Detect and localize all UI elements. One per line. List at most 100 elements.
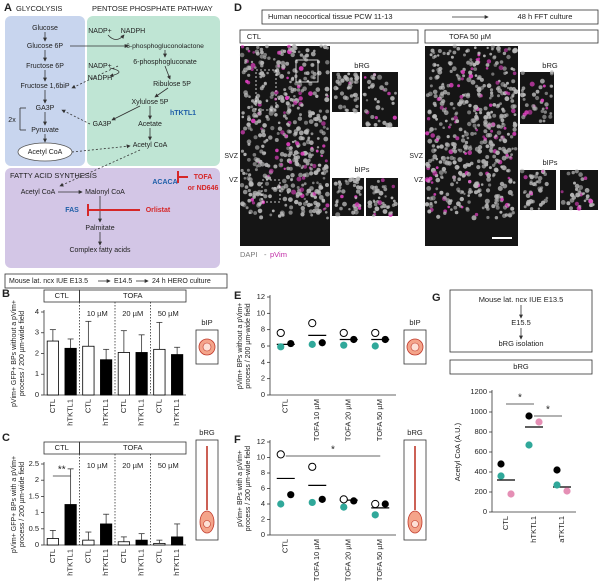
bar xyxy=(46,538,59,546)
cell-nucleus xyxy=(243,126,248,131)
cell-nucleus xyxy=(362,92,366,96)
cell-nucleus xyxy=(259,215,264,220)
cell-nucleus xyxy=(252,192,257,198)
y-tick-label: 8 xyxy=(261,325,265,334)
cell-nucleus xyxy=(433,94,438,99)
cell-nucleus xyxy=(496,103,501,108)
cell-nucleus xyxy=(252,162,257,167)
cell-nucleus xyxy=(458,170,463,176)
pathway-node: Orlistat xyxy=(146,207,171,214)
cell-nucleus xyxy=(347,72,351,76)
cell-nucleus xyxy=(373,200,376,204)
cell-nucleus xyxy=(390,196,394,200)
cell-nucleus xyxy=(286,188,292,193)
cell-nucleus xyxy=(447,205,451,209)
cell-nucleus xyxy=(490,44,495,49)
y-tick-label: 1 xyxy=(35,508,39,517)
cell-nucleus xyxy=(314,122,319,127)
cell-nucleus xyxy=(376,179,380,183)
cell-nucleus xyxy=(540,98,545,103)
cell-nucleus xyxy=(280,211,284,215)
cell-nucleus xyxy=(433,103,437,107)
cell-nucleus xyxy=(511,79,516,84)
cell-nucleus xyxy=(574,183,580,189)
cell-nucleus xyxy=(247,142,251,146)
cell-nucleus xyxy=(261,73,266,78)
cell-nucleus xyxy=(312,208,317,214)
cell-nucleus xyxy=(380,178,385,183)
cell-nucleus xyxy=(480,86,484,90)
cell-nucleus xyxy=(334,181,338,185)
cell-nucleus xyxy=(499,210,503,214)
cell-nucleus xyxy=(432,114,438,119)
cell-nucleus xyxy=(468,103,472,108)
cell-nucleus xyxy=(538,119,543,123)
cell-nucleus xyxy=(486,173,492,178)
cell-nucleus xyxy=(544,102,549,107)
cell-nucleus xyxy=(512,131,517,136)
cell-nucleus xyxy=(455,73,459,77)
cell-nucleus xyxy=(467,194,471,197)
data-point xyxy=(308,319,317,328)
cell-nucleus xyxy=(425,93,430,98)
cell-nucleus xyxy=(344,96,349,101)
cell-icon-box xyxy=(195,439,219,541)
cell-nucleus xyxy=(507,213,512,218)
cell-nucleus xyxy=(349,94,354,98)
cell-nucleus xyxy=(470,118,476,124)
cell-nucleus xyxy=(444,160,450,166)
cell-nucleus xyxy=(325,70,330,75)
cell-nucleus xyxy=(538,85,543,90)
x-tick-label: CTL xyxy=(119,549,128,563)
cell-nucleus xyxy=(464,140,469,145)
cell-nucleus xyxy=(528,174,533,178)
cell-nucleus xyxy=(313,195,317,199)
cell-nucleus xyxy=(459,95,464,99)
cell-nucleus xyxy=(507,203,511,207)
cell-nucleus xyxy=(452,175,457,180)
cell-nucleus xyxy=(363,76,367,79)
cell-nucleus xyxy=(488,140,494,146)
x-tick-label: hTKTL1 xyxy=(101,549,110,576)
cell-nucleus xyxy=(581,192,585,196)
cell-nucleus xyxy=(488,148,493,153)
cell-nucleus xyxy=(250,118,256,124)
cell-nucleus xyxy=(257,119,262,124)
cell-nucleus xyxy=(495,205,500,210)
pathway-node: 2x xyxy=(8,117,16,124)
cell-nucleus xyxy=(284,95,290,101)
cell-nucleus xyxy=(253,135,258,140)
pathway-node: Xylulose 5P xyxy=(132,99,169,106)
cell-nucleus xyxy=(512,71,517,76)
cell-nucleus xyxy=(467,110,472,115)
cell-nucleus xyxy=(289,80,292,84)
cell-nucleus xyxy=(373,202,378,207)
cell-nucleus xyxy=(580,177,585,182)
cell-nucleus xyxy=(270,105,274,109)
cell-nucleus xyxy=(349,77,353,81)
label: Mouse lat. ncx IUE E13.5 xyxy=(479,295,564,304)
cell-nucleus xyxy=(283,111,286,114)
dose-label: 50 µM xyxy=(158,461,179,470)
micrograph xyxy=(366,178,398,216)
cell-nucleus xyxy=(504,90,509,95)
data-point xyxy=(287,339,295,348)
y-tick-label: 2 xyxy=(261,514,265,523)
y-tick-label: 8 xyxy=(261,468,265,477)
cell-nucleus xyxy=(252,51,255,54)
cell-nucleus xyxy=(250,105,254,109)
cell-nucleus xyxy=(468,179,472,184)
cell-nucleus xyxy=(426,117,431,121)
cell-nucleus xyxy=(497,49,501,53)
y-tick-label: 0 xyxy=(261,390,265,399)
cell-nucleus xyxy=(490,93,494,98)
cell-nucleus xyxy=(498,147,502,151)
cell-nucleus xyxy=(477,123,481,127)
header-box xyxy=(261,9,599,25)
cell-nucleus xyxy=(247,105,251,110)
cell-nucleus xyxy=(265,99,269,103)
cell-nucleus xyxy=(257,111,262,116)
cell-nucleus xyxy=(441,99,446,104)
cell-nucleus xyxy=(549,94,553,98)
cell-nucleus xyxy=(510,193,514,197)
